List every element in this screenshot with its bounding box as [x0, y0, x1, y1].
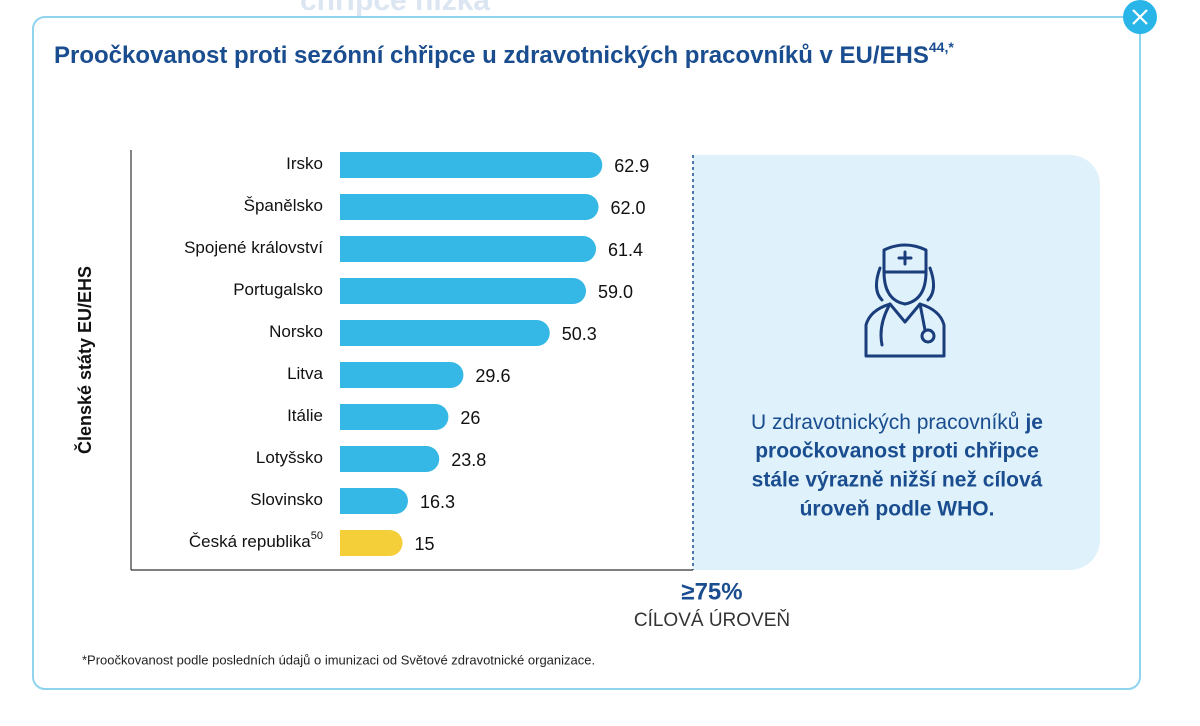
- bar-flat-start: [340, 362, 353, 388]
- bar-flat-start: [340, 320, 353, 346]
- category-text: Lotyšsko: [256, 448, 323, 467]
- doctor-icon: [864, 243, 946, 358]
- category-text: Itálie: [287, 406, 323, 425]
- bar-flat-start: [340, 194, 353, 220]
- category-text: Norsko: [269, 322, 323, 341]
- bar: [340, 194, 599, 220]
- value-label: 61.4: [608, 240, 643, 260]
- category-label: Spojené království: [184, 238, 323, 257]
- panel-bold: je: [1024, 411, 1043, 434]
- category-label: Portugalsko: [233, 280, 323, 299]
- category-label: Španělsko: [244, 196, 323, 215]
- bar-flat-start: [340, 446, 353, 472]
- title-text: Proočkovanost proti sezónní chřipce u zd…: [54, 42, 929, 69]
- y-axis-label: Členské státy EU/EHS: [74, 266, 95, 454]
- category-label: Litva: [287, 364, 323, 383]
- category-text: Česká republika: [189, 532, 311, 551]
- category-text: Portugalsko: [233, 280, 323, 299]
- bar: [340, 446, 440, 472]
- bar-flat-start: [340, 152, 353, 178]
- bar: [340, 236, 597, 262]
- value-label: 62.9: [614, 156, 649, 176]
- title-note: 44,*: [929, 39, 954, 55]
- panel-bold: proočkovanost proti chřipce: [755, 440, 1039, 463]
- value-label: 29.6: [475, 366, 510, 386]
- bar-flat-start: [340, 488, 353, 514]
- panel-line: U zdravotnických pracovníků je: [751, 411, 1043, 434]
- info-panel: [693, 155, 1100, 570]
- category-label: Norsko: [269, 322, 323, 341]
- category-label: Itálie: [287, 406, 323, 425]
- close-button[interactable]: [1123, 0, 1157, 34]
- category-label: Česká republika50: [189, 530, 323, 552]
- bar-flat-start: [340, 530, 353, 556]
- value-label: 15: [415, 534, 435, 554]
- bar: [340, 278, 587, 304]
- category-note: 50: [311, 530, 323, 542]
- category-text: Spojené království: [184, 238, 323, 257]
- category-label: Lotyšsko: [256, 448, 323, 467]
- panel-bold: stále výrazně nižší než cílová: [752, 469, 1043, 492]
- category-text: Irsko: [286, 154, 323, 173]
- target-label: ≥75%: [681, 578, 742, 605]
- value-label: 62.0: [611, 198, 646, 218]
- bar: [340, 530, 403, 556]
- value-label: 23.8: [451, 450, 486, 470]
- footnote: *Proočkovanost podle posledních údajů o …: [82, 652, 595, 667]
- bar-flat-start: [340, 236, 353, 262]
- bar-flat-start: [340, 404, 353, 430]
- value-label: 59.0: [598, 282, 633, 302]
- bar: [340, 404, 449, 430]
- target-caption: CÍLOVÁ ÚROVEŇ: [634, 609, 790, 631]
- category-label: Slovinsko: [250, 490, 323, 509]
- bar: [340, 488, 408, 514]
- category-text: Španělsko: [244, 196, 323, 215]
- bar: [340, 152, 603, 178]
- chart-title: Proočkovanost proti sezónní chřipce u zd…: [54, 39, 954, 70]
- panel-bold: úroveň podle WHO.: [800, 498, 995, 521]
- bar: [340, 320, 550, 346]
- category-label: Irsko: [286, 154, 323, 173]
- bar-flat-start: [340, 278, 353, 304]
- category-text: Litva: [287, 364, 323, 383]
- value-label: 16.3: [420, 492, 455, 512]
- bar: [340, 362, 464, 388]
- value-label: 50.3: [562, 324, 597, 344]
- category-text: Slovinsko: [250, 490, 323, 509]
- panel-text: U zdravotnických pracovníků: [751, 411, 1019, 434]
- value-label: 26: [460, 408, 480, 428]
- info-panel-edge: [693, 155, 733, 570]
- background-title: chřipce nízká: [300, 0, 490, 17]
